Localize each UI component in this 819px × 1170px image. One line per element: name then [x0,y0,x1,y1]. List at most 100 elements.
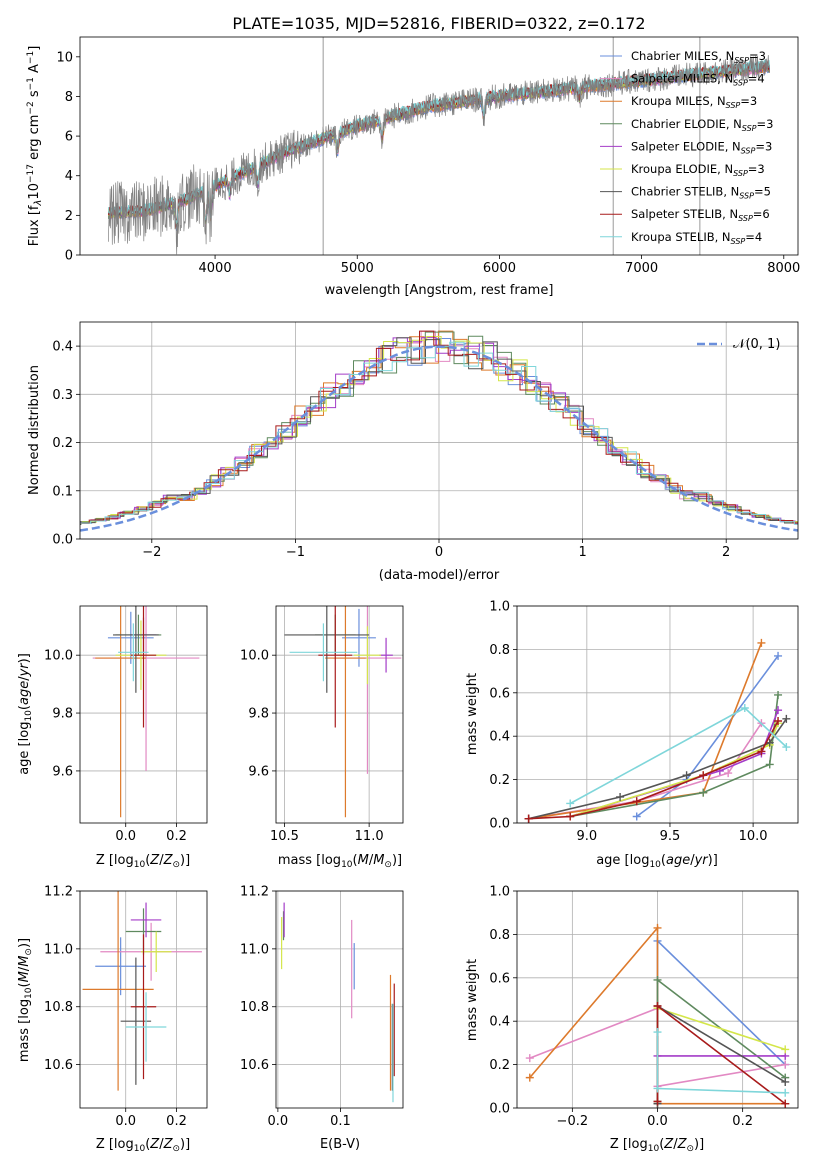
axes-frame [516,890,799,1109]
x-tick-label: −1 [286,545,305,560]
weight-marker-chabrier_stelib [616,792,625,801]
legend-label-kroupa_miles: Kroupa MILES, NSSP=3 [631,94,757,110]
age-z-xlabel: Z [log10(Z/Z⊙)] [96,853,190,870]
weight-marker-salpeter_stelib [632,797,641,806]
weight-lines [524,638,791,823]
weight-marker-chabrier_miles [632,812,641,821]
histogram-chabrier_elodie [80,331,798,525]
weight-marker-salpeter_stelib [653,1002,662,1011]
y-tick-label: 6 [65,130,73,145]
weight-line-salpeter_miles [528,722,763,820]
mw-age-xlabel: age [log10(age/yr)] [596,853,718,870]
x-tick-label: 9.5 [660,829,681,844]
weight-marker-salpeter_stelib [566,812,575,821]
weight-marker-salpeter_miles [781,1060,790,1069]
error-bars [92,606,200,818]
weight-marker-kroupa_stelib [566,799,575,808]
y-tick-label: 2 [65,209,73,224]
y-tick-label: 0.0 [489,1102,510,1117]
x-tick-label: 0.2 [166,829,187,844]
weight-marker-salpeter_stelib [653,1097,662,1106]
y-tick-label: 0.4 [52,340,73,355]
y-tick-label: 10.6 [44,1058,73,1073]
x-tick-label: 7000 [625,261,658,276]
y-tick-label: 8 [65,90,73,105]
y-tick-label: 0.1 [52,484,73,499]
legend-label-chabrier_elodie: Chabrier ELODIE, NSSP=3 [631,117,773,133]
mw-z-xlabel: Z [log10(Z/Z⊙)] [610,1137,704,1154]
x-tick-label: −2 [142,545,161,560]
error-bars [82,891,202,1091]
y-tick-label: 0.3 [52,388,73,403]
mw-age-ylabel: mass weight [465,673,480,755]
y-tick-label: 0.8 [489,928,510,943]
y-tick-label: 11.0 [240,942,269,957]
weight-marker-salpeter_stelib [757,747,766,756]
weight-marker-kroupa_stelib [781,1088,790,1097]
y-tick-label: 0.2 [489,773,510,788]
mass-weight-vs-metallicity-panel: Z [log10(Z/Z⊙)] mass weight −0.2 0.0 0.2 0.… [465,885,799,1154]
legend-label-salpeter_miles: Salpeter MILES, NSSP=4 [631,72,765,88]
mass-ebv-xlabel: E(B-V) [320,1137,360,1152]
spectrum-xlabel: wavelength [Angstrom, rest frame] [325,283,554,298]
error-bars [281,902,395,1103]
age-mass-xlabel: mass [log10(M/M⊙)] [278,853,402,870]
weight-line-kroupa_elodie [569,722,779,818]
weight-marker-kroupa_stelib [740,703,749,712]
y-tick-label: 0.4 [489,730,510,745]
weight-marker-salpeter_elodie [774,706,783,715]
y-tick-label: 9.8 [248,707,269,722]
x-tick-label: 8000 [767,261,800,276]
y-tick-label: 0.0 [52,533,73,548]
weight-marker-chabrier_elodie [653,975,662,984]
x-tick-label: 0.0 [268,1114,289,1129]
weight-line-kroupa_miles [528,642,763,820]
spectrum-panel: PLATE=1035, MJD=52816, FIBERID=0322, z=0… [26,14,800,298]
y-tick-label: 1.0 [489,885,510,900]
spectrum-lines [108,37,770,255]
mw-z-ylabel: mass weight [465,959,480,1041]
x-tick-label: 11.0 [355,829,384,844]
error-bars [284,606,402,818]
age-vs-mass-panel: mass [log10(M/M⊙)] 10.5 11.0 9.6 9.8 10.0 [240,605,404,870]
x-tick-label: 0.0 [647,1114,668,1129]
y-tick-label: 0.4 [489,1015,510,1030]
spectrum-title: PLATE=1035, MJD=52816, FIBERID=0322, z=0… [232,14,645,33]
y-tick-label: 0.0 [489,817,510,832]
axes-frame [275,605,404,824]
y-tick-label: 11.2 [44,885,73,900]
y-tick-label: 9.8 [52,707,73,722]
axes-frame [79,605,208,824]
x-tick-label: 0.0 [115,829,136,844]
x-tick-label: 5000 [341,261,374,276]
weight-marker-chabrier_elodie [765,760,774,769]
legend-label-chabrier_miles: Chabrier MILES, NSSP=3 [631,49,766,65]
y-tick-label: 0.6 [489,686,510,701]
y-tick-label: 9.6 [248,764,269,779]
y-tick-label: 0.2 [489,1058,510,1073]
y-tick-label: 9.6 [52,764,73,779]
age-vs-metallicity-panel: Z [log10(Z/Z⊙)] age [log10(age/yr)] 0.0 0… [17,605,208,870]
y-tick-label: 11.2 [240,885,269,900]
y-tick-label: 4 [65,169,73,184]
legend-label-chabrier_stelib: Chabrier STELIB, NSSP=5 [631,185,771,201]
weight-marker-chabrier_elodie [699,788,708,797]
legend-label-kroupa_stelib: Kroupa STELIB, NSSP=4 [631,230,762,246]
axes-frame [79,890,208,1109]
axes-frame [79,321,799,540]
legend-label-gaussian: 𝒩(0, 1) [733,337,780,352]
y-tick-label: 0 [65,249,73,264]
legend-label-kroupa_elodie: Kroupa ELODIE, NSSP=3 [631,162,765,178]
weight-marker-kroupa_stelib [653,1084,662,1093]
mass-weight-vs-age-panel: age [log10(age/yr)] mass weight 9.0 9.5 10… [465,600,799,870]
weight-marker-chabrier_elodie [774,690,783,699]
gaussian-curve [80,345,798,532]
x-tick-label: 0.2 [732,1114,753,1129]
weight-marker-salpeter_stelib [699,771,708,780]
y-tick-label: 0.6 [489,971,510,986]
weight-marker-kroupa_miles [757,638,766,647]
weight-marker-kroupa_elodie [781,1045,790,1054]
weight-line-salpeter_elodie [569,709,779,818]
age-z-ylabel: age [log10(age/yr)] [17,653,34,775]
